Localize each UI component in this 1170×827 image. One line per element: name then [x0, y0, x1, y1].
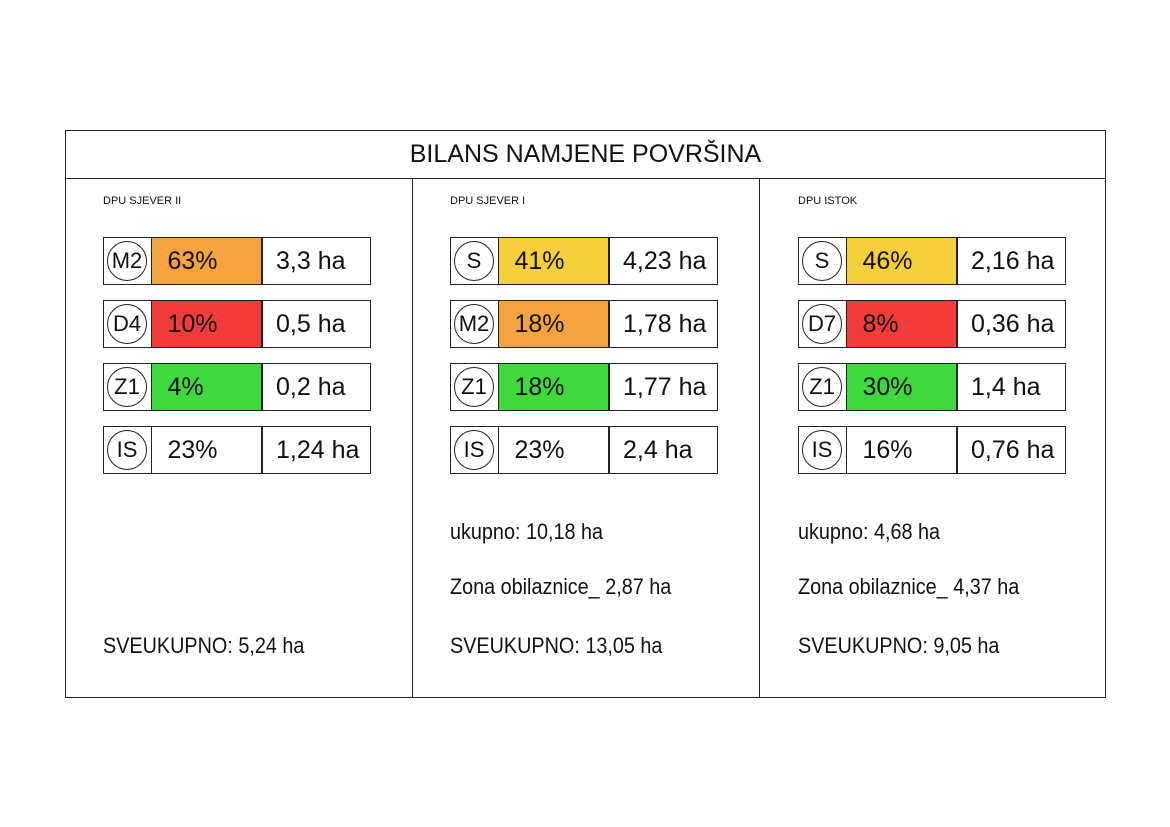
zone-code: IS: [454, 430, 494, 470]
code-cell: IS: [450, 426, 499, 474]
zone-code: D7: [802, 304, 842, 344]
area-cell: 0,76 ha: [956, 426, 1066, 474]
zone-code: S: [802, 241, 842, 281]
zone-code: S: [454, 241, 494, 281]
panel-name: DPU SJEVER II: [103, 195, 182, 207]
grand-total: SVEUKUPNO: 9,05 ha: [798, 633, 1000, 658]
area-cell: 1,78 ha: [608, 300, 718, 348]
area-cell: 4,23 ha: [608, 237, 718, 285]
percent-cell: 46%: [845, 237, 958, 285]
percent-cell: 16%: [845, 426, 958, 474]
subtotal: ukupno: 4,68 ha: [798, 519, 941, 544]
code-cell: Z1: [798, 363, 847, 411]
code-cell: IS: [798, 426, 847, 474]
percent-cell: 30%: [845, 363, 958, 411]
percent-cell: 10%: [150, 300, 263, 348]
code-cell: IS: [103, 426, 152, 474]
code-cell: D7: [798, 300, 847, 348]
percent-cell: 8%: [845, 300, 958, 348]
code-cell: Z1: [103, 363, 152, 411]
grand-total: SVEUKUPNO: 5,24 ha: [103, 633, 305, 658]
area-cell: 2,4 ha: [608, 426, 718, 474]
code-cell: Z1: [450, 363, 499, 411]
area-cell: 3,3 ha: [261, 237, 371, 285]
zone-code: M2: [454, 304, 494, 344]
column-separator: [412, 178, 413, 698]
area-cell: 0,5 ha: [261, 300, 371, 348]
area-cell: 1,77 ha: [608, 363, 718, 411]
grand-total: SVEUKUPNO: 13,05 ha: [450, 633, 663, 658]
area-cell: 0,2 ha: [261, 363, 371, 411]
area-cell: 2,16 ha: [956, 237, 1066, 285]
percent-cell: 63%: [150, 237, 263, 285]
area-cell: 0,36 ha: [956, 300, 1066, 348]
panel-name: DPU SJEVER I: [450, 195, 526, 207]
code-cell: S: [450, 237, 499, 285]
zone-code: Z1: [107, 367, 147, 407]
zone-code: D4: [107, 304, 147, 344]
percent-cell: 41%: [497, 237, 610, 285]
percent-cell: 23%: [150, 426, 263, 474]
bypass-zone: Zona obilaznice_ 4,37 ha: [798, 574, 1020, 599]
panel-name: DPU ISTOK: [798, 195, 858, 207]
zone-code: IS: [802, 430, 842, 470]
zone-code: M2: [107, 241, 147, 281]
percent-cell: 4%: [150, 363, 263, 411]
title: BILANS NAMJENE POVRŠINA: [65, 130, 1106, 179]
zone-code: Z1: [454, 367, 494, 407]
area-cell: 1,4 ha: [956, 363, 1066, 411]
frame: [65, 130, 1106, 698]
percent-cell: 18%: [497, 363, 610, 411]
area-cell: 1,24 ha: [261, 426, 371, 474]
bypass-zone: Zona obilaznice_ 2,87 ha: [450, 574, 672, 599]
zone-code: IS: [107, 430, 147, 470]
zone-code: Z1: [802, 367, 842, 407]
percent-cell: 23%: [497, 426, 610, 474]
code-cell: D4: [103, 300, 152, 348]
code-cell: M2: [450, 300, 499, 348]
percent-cell: 18%: [497, 300, 610, 348]
subtotal: ukupno: 10,18 ha: [450, 519, 604, 544]
code-cell: M2: [103, 237, 152, 285]
code-cell: S: [798, 237, 847, 285]
column-separator: [759, 178, 760, 698]
